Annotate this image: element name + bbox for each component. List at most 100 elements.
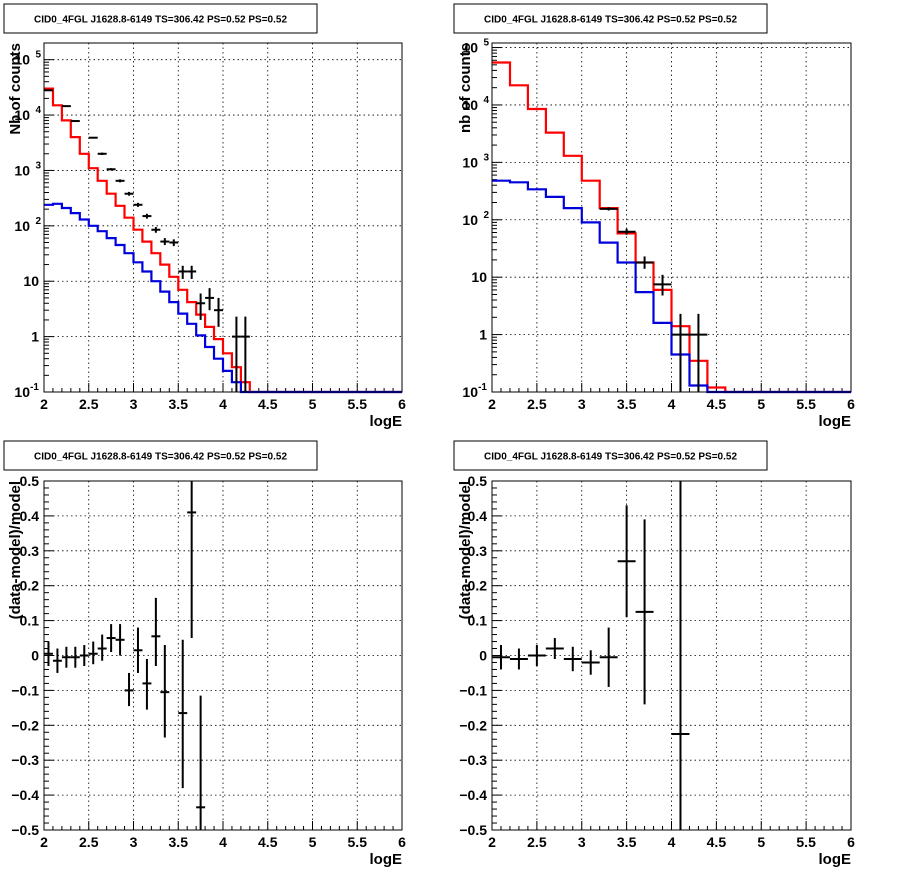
x-tick-label: 5.5 [796, 834, 816, 850]
y-tick-label: 0 [31, 648, 39, 664]
x-tick-label: 3 [130, 396, 138, 412]
data-point [142, 213, 152, 219]
y-tick-exponent: 3 [35, 160, 41, 171]
data-point [545, 638, 564, 659]
y-axis-label: nb of counts [457, 43, 474, 133]
y-tick-label: 10 [462, 212, 478, 228]
data-point [160, 645, 170, 738]
data-point [151, 597, 161, 666]
x-tick-label: 4.5 [707, 834, 727, 850]
data-point [88, 136, 98, 139]
chart-panel-2: CID0_4FGL J1628.8-6149 TS=306.42 PS=0.52… [453, 3, 855, 430]
y-tick-exponent: 4 [35, 105, 41, 116]
y-axis-label: (data-model)/model [457, 481, 474, 619]
y-tick-exponent: 2 [35, 216, 41, 227]
x-tick-label: 2 [488, 834, 496, 850]
y-tick-exponent: 5 [483, 38, 489, 49]
y-tick-label: 0.1 [20, 613, 40, 629]
y-tick-label: 0.1 [468, 613, 488, 629]
y-axis-label: Nb of counts [7, 43, 24, 135]
y-tick-label: 0.5 [468, 473, 488, 489]
y-tick-label: −0.2 [11, 717, 39, 733]
x-tick-label: 2.5 [79, 396, 99, 412]
y-tick-exponent: 5 [35, 50, 41, 61]
data-point [599, 207, 618, 211]
x-tick-label: 2 [40, 834, 48, 850]
data-point [61, 105, 71, 108]
data-point [124, 191, 134, 196]
x-tick-label: 4.5 [258, 396, 278, 412]
data-point [214, 297, 223, 327]
x-axis-label: logE [819, 851, 852, 868]
x-tick-label: 4 [668, 396, 676, 412]
data-point [151, 227, 161, 233]
data-point [106, 624, 116, 653]
y-tick-label: −0.1 [11, 682, 39, 698]
data-point [115, 179, 125, 183]
x-tick-label: 5.5 [796, 396, 816, 412]
data-point [653, 274, 672, 296]
y-tick-label: −0.5 [11, 822, 39, 838]
y-tick-label: −0.1 [459, 682, 487, 698]
y-tick-label: 0.3 [20, 543, 40, 559]
x-axis-label: logE [370, 851, 403, 868]
x-tick-label: 4 [219, 396, 227, 412]
data-point [187, 265, 197, 279]
data-point [178, 639, 188, 789]
chart-title: CID0_4FGL J1628.8-6149 TS=306.42 PS=0.52… [484, 15, 737, 26]
y-tick-label: 10 [14, 384, 30, 400]
x-tick-label: 3 [130, 834, 138, 850]
x-tick-label: 6 [847, 834, 855, 850]
y-tick-label: 1 [31, 329, 39, 345]
chart-title-box [3, 440, 318, 471]
x-tick-label: 3.5 [617, 396, 637, 412]
data-point [617, 505, 636, 618]
data-point [133, 202, 143, 207]
y-tick-label: 10 [462, 40, 478, 56]
x-tick-label: 2.5 [527, 834, 547, 850]
data-point [44, 641, 53, 666]
y-tick-label: −0.5 [459, 822, 487, 838]
x-tick-label: 3.5 [169, 834, 189, 850]
y-tick-label: −0.2 [459, 717, 487, 733]
x-tick-label: 5.5 [348, 396, 368, 412]
chart-title: CID0_4FGL J1628.8-6149 TS=306.42 PS=0.52… [34, 15, 287, 26]
x-tick-label: 3 [578, 834, 586, 850]
data-point [70, 646, 80, 668]
data-point [124, 672, 134, 707]
data-point [671, 481, 690, 830]
data-point [160, 238, 170, 246]
data-point [671, 313, 690, 392]
y-tick-exponent: -1 [30, 382, 39, 393]
data-point [205, 288, 215, 311]
y-tick-label: 10 [23, 273, 39, 289]
data-point [509, 648, 528, 670]
x-tick-label: 5.5 [348, 834, 368, 850]
x-tick-label: 2 [40, 396, 48, 412]
data-point [178, 265, 188, 279]
data-point [196, 695, 206, 830]
data-point [70, 120, 80, 123]
plot-frame [491, 480, 852, 831]
data-point [44, 89, 53, 92]
x-tick-label: 2.5 [527, 396, 547, 412]
y-tick-exponent: -1 [478, 382, 487, 393]
chart-panel-3: CID0_4FGL J1628.8-6149 TS=306.42 PS=0.52… [3, 440, 406, 868]
x-tick-label: 4 [668, 834, 676, 850]
y-tick-label: −0.3 [11, 752, 39, 768]
y-tick-label: 0.4 [468, 508, 488, 524]
chart-panel-4: CID0_4FGL J1628.8-6149 TS=306.42 PS=0.52… [453, 440, 855, 868]
y-tick-label: −0.3 [459, 752, 487, 768]
data-point [196, 293, 206, 320]
x-tick-label: 6 [847, 396, 855, 412]
y-tick-label: 10 [462, 154, 478, 170]
y-tick-label: 0.2 [468, 578, 488, 594]
x-tick-label: 2 [488, 396, 496, 412]
data-point [240, 316, 250, 392]
data-point [52, 648, 62, 673]
data-point [231, 316, 241, 392]
data-point [106, 168, 116, 171]
y-tick-label: −0.4 [459, 787, 487, 803]
data-point [635, 256, 654, 269]
y-tick-label: 10 [462, 384, 478, 400]
